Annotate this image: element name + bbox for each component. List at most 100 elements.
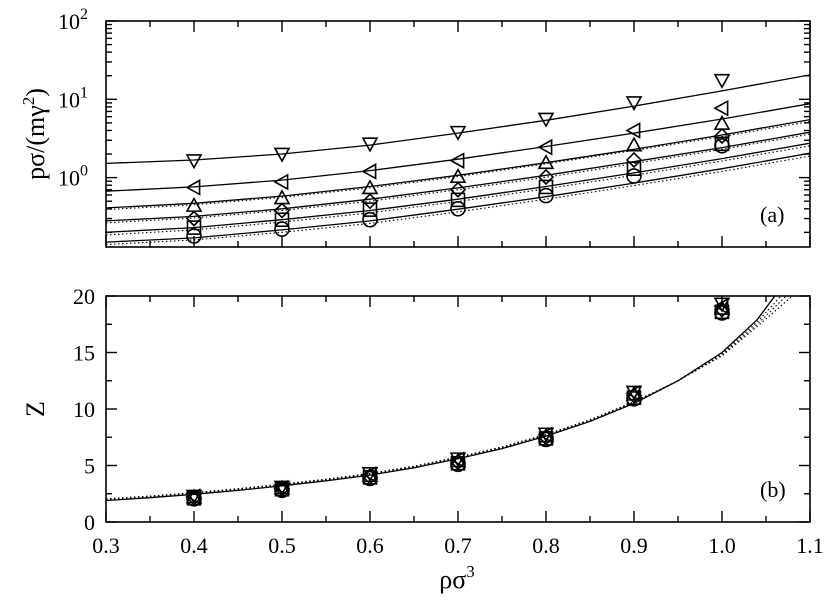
a-point-square <box>450 192 466 208</box>
a-point-triangle-left <box>625 122 641 139</box>
b-point-circle <box>274 482 290 499</box>
panel-b-markers <box>185 297 731 507</box>
a-point-circle <box>274 221 290 237</box>
a-point-diamond <box>361 193 379 210</box>
a-point-triangle-down <box>713 73 731 89</box>
a-point-triangle-down <box>625 96 643 112</box>
panel-b-x-axis-title-sup: 3 <box>466 562 475 581</box>
a-point-triangle-down <box>185 154 203 170</box>
panel-b-x-tick-labels: 0.3 0.4 0.5 0.6 0.7 0.8 0.9 1.0 1.1 <box>92 533 824 558</box>
b-point-triangle-up <box>273 479 291 495</box>
a-point-triangle-left <box>185 179 201 196</box>
b-curve-3 <box>105 295 793 500</box>
a-point-triangle-down <box>273 147 291 163</box>
panel-b-x-tick-label: 0.8 <box>532 533 560 558</box>
a-point-triangle-left <box>361 163 377 180</box>
panel-a-y-tick-base: 10 <box>58 166 80 191</box>
a-point-triangle-down <box>361 137 379 153</box>
panel-b-y-tick-label: 0 <box>84 510 95 535</box>
panel-b-y-tick-label: 15 <box>73 341 95 366</box>
a-curve-4 <box>105 131 811 222</box>
a-point-square <box>186 220 202 235</box>
panel-b-y-tick-label: 10 <box>73 397 95 422</box>
a-point-square <box>626 161 642 176</box>
b-point-circle <box>450 456 466 473</box>
panel-b-x-axis-title-base: ρσ <box>439 565 466 594</box>
a-point-triangle-down <box>449 125 467 141</box>
panel-b-y-axis-title: Z <box>21 401 50 417</box>
a-point-diamond <box>537 168 555 186</box>
panel-b-label: (b) <box>760 477 786 502</box>
a-point-diamond <box>273 202 291 219</box>
a-point-circle <box>714 137 730 154</box>
a-point-square <box>538 179 554 195</box>
panel-a-y-tick-base: 10 <box>58 87 80 112</box>
a-point-triangle-up <box>537 154 555 170</box>
b-point-triangle-up <box>537 427 555 443</box>
panel-a-ticks <box>105 20 811 247</box>
b-point-circle <box>714 305 730 321</box>
panel-a-y-axis-title: pσ/(mγ2) <box>19 88 50 180</box>
a-point-circle <box>362 211 378 228</box>
panel-a-y-axis-title-tail: ) <box>21 88 50 97</box>
a-curve-1 <box>105 103 811 192</box>
panel-a-y-tick-exp: 1 <box>80 84 88 101</box>
panel-b-x-tick-label: 1.0 <box>708 533 736 558</box>
b-point-circle <box>186 491 202 507</box>
a-curve-0 <box>105 74 811 165</box>
panel-a-y-axis-title-base: pσ/(mγ <box>21 105 50 180</box>
a-point-square <box>274 212 290 228</box>
panel-b-y-tick-labels: 0 5 10 15 20 <box>73 284 95 535</box>
panel-b-x-tick-label: 1.1 <box>796 533 824 558</box>
panel-a-y-tick-exp: 0 <box>80 163 88 180</box>
a-point-triangle-left <box>273 173 289 191</box>
a-point-diamond <box>625 151 643 169</box>
panel-b-x-tick-label: 0.6 <box>356 533 384 558</box>
panel-a-frame <box>105 20 811 248</box>
b-point-circle <box>538 431 554 448</box>
a-point-diamond <box>449 181 467 198</box>
a-point-triangle-left <box>713 99 729 117</box>
a-point-triangle-left <box>449 152 465 169</box>
panel-a-y-axis-title-sup: 2 <box>19 97 38 106</box>
b-curve-2 <box>105 295 787 500</box>
panel-b-x-tick-label: 0.3 <box>92 533 120 558</box>
a-point-triangle-up <box>625 136 643 152</box>
panel-a-label: (a) <box>760 202 784 227</box>
panel-b-frame <box>105 295 811 523</box>
a-point-triangle-down <box>537 112 555 128</box>
a-point-circle <box>626 168 642 184</box>
b-point-circle <box>626 391 642 407</box>
a-point-diamond <box>713 127 731 145</box>
b-point-triangle-up <box>449 452 467 468</box>
panel-b-curves <box>105 295 793 502</box>
b-point-circle <box>362 470 378 487</box>
b-point-triangle-up <box>185 488 203 504</box>
b-curve-0 <box>105 295 776 502</box>
panel-a-y-tick-label: 100 <box>58 163 88 191</box>
panel-b-y-tick-label: 20 <box>73 284 95 309</box>
a-curve-8 <box>105 152 811 243</box>
b-point-triangle-up <box>361 467 379 483</box>
panel-b: 0 5 10 15 20 0.3 0.4 0.5 0.6 0.7 0.8 0.9 1.0 1.1 (b)… <box>21 284 824 594</box>
panel-b-x-tick-label: 0.7 <box>444 533 472 558</box>
panel-b-x-axis-title: ρσ3 <box>439 562 475 594</box>
a-point-triangle-left <box>537 138 553 156</box>
panel-a-y-tick-label: 101 <box>58 84 88 112</box>
panel-b-x-tick-label: 0.9 <box>620 533 648 558</box>
panel-b-ticks <box>105 295 811 523</box>
a-curve-2 <box>105 118 811 209</box>
panel-b-x-tick-label: 0.4 <box>180 533 208 558</box>
panel-b-y-tick-label: 5 <box>84 454 95 479</box>
panel-a-curves <box>105 74 811 246</box>
a-point-circle <box>450 200 466 217</box>
a-point-circle <box>538 187 554 204</box>
a-point-square <box>362 202 378 217</box>
panel-b-x-tick-label: 0.5 <box>268 533 296 558</box>
panel-a-y-tick-base: 10 <box>58 9 80 34</box>
panel-a-y-tick-exp: 2 <box>80 6 88 23</box>
panel-a-y-tick-label: 102 <box>58 6 88 34</box>
